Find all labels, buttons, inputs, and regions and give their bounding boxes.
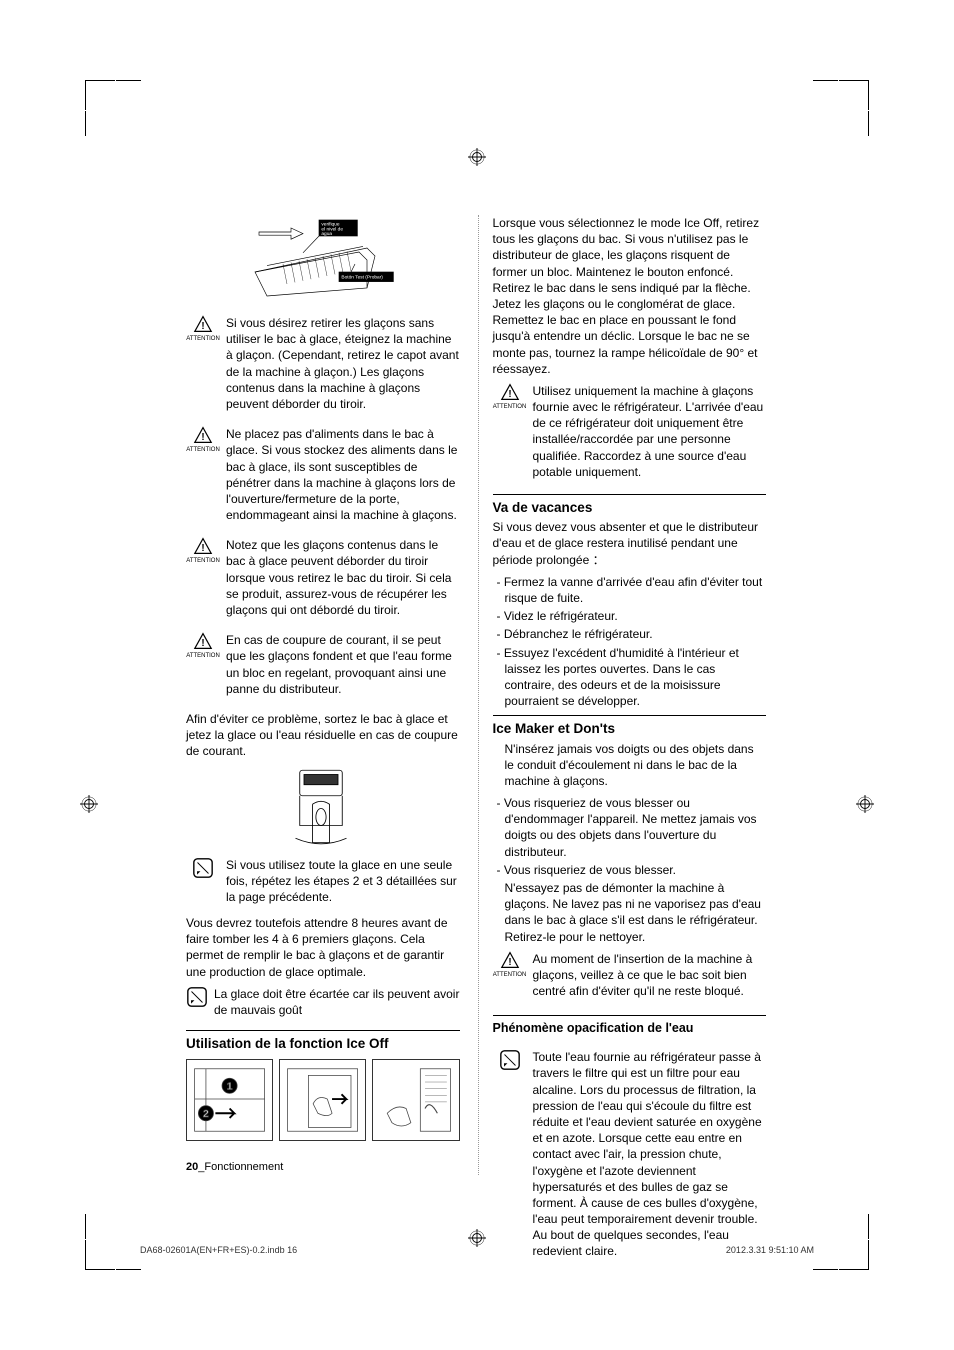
crop-mark-tl (85, 80, 115, 110)
svg-text:!: ! (201, 321, 204, 332)
section-title-vacances: Va de vacances (493, 494, 767, 517)
registration-mark-icon (468, 148, 486, 166)
paragraph: Si vous désirez retirer les glaçons sans… (226, 315, 460, 412)
iceoff-step2 (279, 1059, 366, 1141)
attention-icon: ! ATTENTION (186, 315, 220, 343)
note-icon (493, 1049, 527, 1075)
paragraph: Toute l'eau fournie au réfrigérateur pas… (533, 1049, 767, 1259)
paragraph: N'insérez jamais vos doigts ou des objet… (493, 741, 767, 790)
list-item: Débranchez le réfrigérateur. (505, 626, 767, 642)
paragraph: Si vous devez vous absenter et que le di… (493, 519, 767, 568)
crop-mark-br (839, 1240, 869, 1270)
paragraph: Afin d'éviter ce problème, sortez le bac… (186, 711, 460, 760)
attention-icon: ! ATTENTION (186, 632, 220, 660)
page-number: 20 (186, 1161, 198, 1173)
donts-list: Vous risqueriez de vous blesser ou d'end… (493, 795, 767, 878)
list-item: Vous risqueriez de vous blesser. (505, 862, 767, 878)
doc-timestamp: 2012.3.31 9:51:10 AM (726, 1244, 814, 1256)
svg-text:agua: agua (321, 232, 332, 237)
iceoff-step1: 1 2 (186, 1059, 273, 1141)
attention-icon: ! ATTENTION (493, 383, 527, 411)
registration-mark-icon (80, 795, 98, 813)
page-footer: 20_Fonctionnement (186, 1160, 283, 1175)
iceoff-diagram-row: 1 2 (186, 1059, 460, 1141)
crop-mark-tr (839, 80, 869, 110)
svg-text:!: ! (201, 432, 204, 443)
registration-mark-icon (856, 795, 874, 813)
svg-text:!: ! (201, 543, 204, 554)
list-item: Vous risqueriez de vous blesser ou d'end… (505, 795, 767, 860)
list-item: Fermez la vanne d'arrivée d'eau afin d'é… (505, 574, 767, 606)
attention-icon: ! ATTENTION (493, 951, 527, 979)
paragraph: Lorsque vous sélectionnez le mode Ice Of… (493, 215, 767, 377)
svg-text:2: 2 (203, 1109, 209, 1120)
water-dispenser-diagram (286, 766, 356, 851)
attention-label: ATTENTION (186, 335, 220, 343)
section-title-iceoff: Utilisation de la fonction Ice Off (186, 1030, 460, 1053)
paragraph: Ne placez pas d'aliments dans le bac à g… (226, 426, 460, 523)
note-icon (186, 986, 208, 1012)
paragraph: Utilisez uniquement la machine à glaçons… (533, 383, 767, 480)
paragraph: N'essayez pas de démonter la machine à g… (493, 880, 767, 945)
paragraph: En cas de coupure de courant, il se peut… (226, 632, 460, 697)
paragraph: La glace doit être écartée car ils peuve… (214, 986, 460, 1018)
paragraph: Au moment de l'insertion de la machine à… (533, 951, 767, 1000)
iceoff-step3 (372, 1059, 459, 1141)
note-icon (186, 857, 220, 883)
doc-id: DA68-02601A(EN+FR+ES)-0.2.indb 16 (140, 1244, 297, 1256)
document-footer: DA68-02601A(EN+FR+ES)-0.2.indb 16 2012.3… (140, 1244, 814, 1256)
paragraph: Vous devrez toutefois attendre 8 heures … (186, 915, 460, 980)
attention-icon: ! ATTENTION (186, 426, 220, 454)
vacances-list: Fermez la vanne d'arrivée d'eau afin d'é… (493, 574, 767, 710)
svg-text:!: ! (201, 638, 204, 649)
svg-text:!: ! (508, 957, 511, 968)
list-item: Videz le réfrigérateur. (505, 608, 767, 624)
svg-text:!: ! (508, 389, 511, 400)
left-column: verifique el nivel de agua Botón Test (P… (186, 215, 464, 1175)
ice-maker-diagram: verifique el nivel de agua Botón Test (P… (243, 215, 403, 305)
paragraph: Si vous utilisez toute la glace en une s… (226, 857, 460, 906)
page-content: verifique el nivel de agua Botón Test (P… (186, 215, 766, 1175)
attention-icon: ! ATTENTION (186, 537, 220, 565)
page-section-label: _Fonctionnement (198, 1161, 283, 1173)
right-column: Lorsque vous sélectionnez le mode Ice Of… (478, 215, 767, 1175)
list-item: Essuyez l'excédent d'humidité à l'intéri… (505, 645, 767, 710)
section-title-donts: Ice Maker et Don'ts (493, 715, 767, 738)
crop-mark-bl (85, 1240, 115, 1270)
section-title-opacification: Phénomène opacification de l'eau (493, 1015, 767, 1037)
paragraph: Notez que les glaçons contenus dans le b… (226, 537, 460, 618)
svg-text:1: 1 (227, 1082, 233, 1093)
diagram-test-label: Botón Test (Probar) (341, 274, 383, 280)
